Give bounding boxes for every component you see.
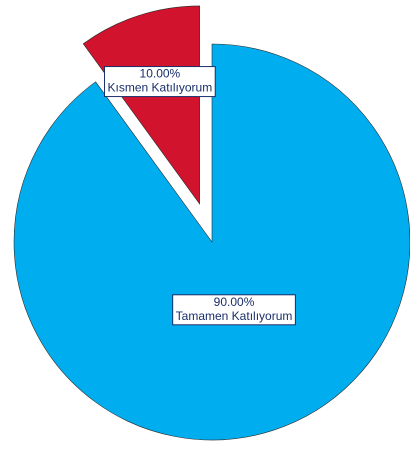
pie-slice	[13, 43, 410, 441]
slice-label: 90.00%Tamamen Katılıyorum	[172, 294, 296, 326]
value-label: 10.00%	[140, 67, 181, 81]
label-box	[104, 66, 216, 98]
label-box	[172, 294, 296, 326]
pie-slice	[82, 5, 200, 205]
slice-label: 10.00%Kısmen Katılıyorum	[104, 66, 216, 98]
category-label: Kısmen Katılıyorum	[108, 81, 213, 95]
value-label: 90.00%	[214, 295, 255, 309]
category-label: Tamamen Katılıyorum	[176, 309, 293, 323]
